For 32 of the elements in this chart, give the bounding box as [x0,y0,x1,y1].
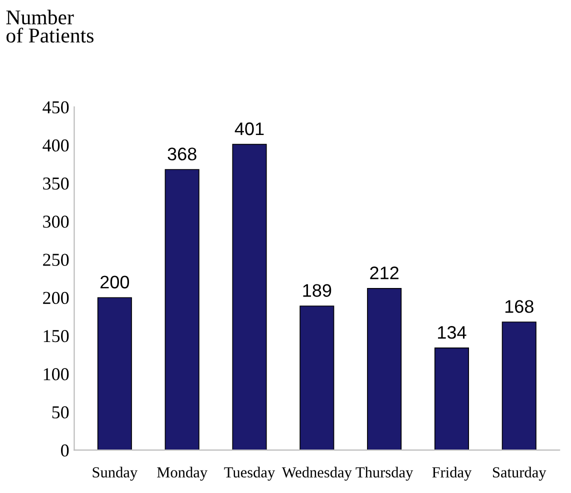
bar [232,144,267,450]
x-tick-label: Monday [157,466,208,481]
data-label: 168 [505,300,534,313]
y-tick-label: 150 [44,330,69,342]
x-tick-label: Saturday [493,466,546,481]
y-tick-label: 300 [43,216,69,228]
bar [434,348,469,450]
y-tick-label: 100 [44,368,69,380]
data-label: 368 [168,148,196,160]
x-tick-label: Wednesday [282,466,352,481]
y-tick-label: 0 [61,444,69,457]
data-label: 134 [438,326,466,339]
bar [502,322,536,450]
y-axis-title: Number of Patients [6,10,94,43]
data-label: 189 [303,284,332,297]
y-tick-label: 350 [43,177,69,190]
bar [367,288,402,450]
y-tick-label: 400 [42,139,69,152]
y-tick-label: 50 [52,406,69,418]
x-tick-label: Tuesday [224,466,276,481]
data-label: 200 [100,276,130,288]
data-label: 401 [234,122,264,136]
bar [97,297,132,450]
x-tick-label: Friday [432,466,472,481]
bar [300,306,334,450]
y-tick-label: 250 [43,254,69,266]
x-tick-label: Sunday [92,466,138,481]
data-label: 212 [370,266,398,280]
bar [164,169,200,450]
y-tick-label: 200 [43,292,69,304]
y-tick-label: 450 [42,101,69,114]
x-tick-label: Thursday [356,466,414,481]
